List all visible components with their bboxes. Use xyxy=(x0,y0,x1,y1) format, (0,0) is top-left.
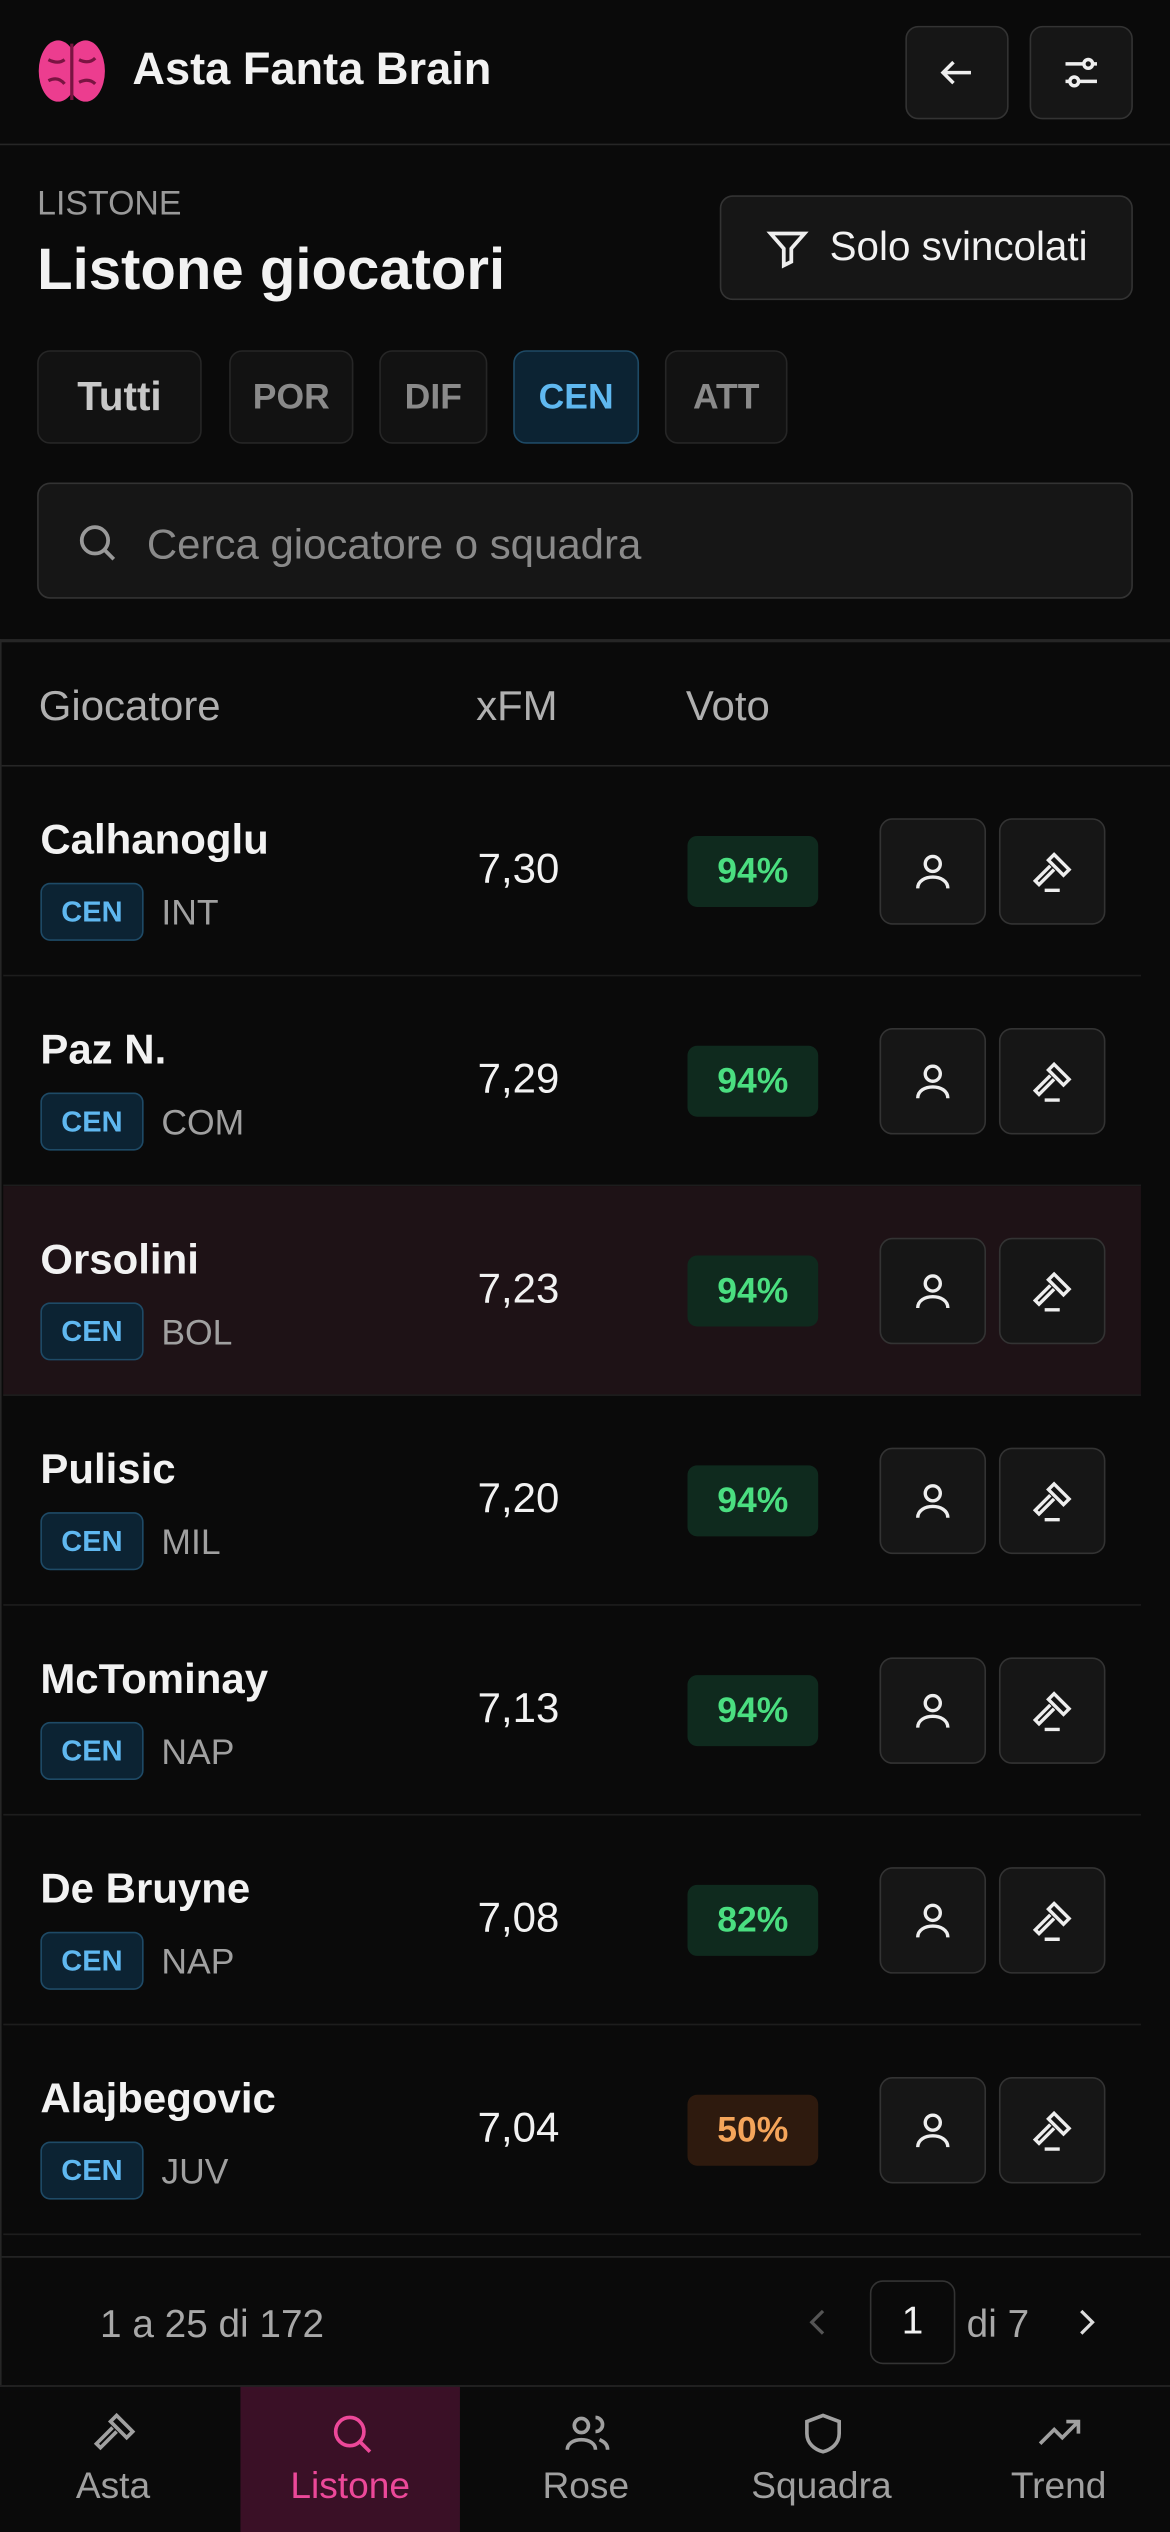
player-row: Alajbegovic CEN JUV 7,04 50% xyxy=(3,2025,1141,2236)
team: BOL xyxy=(161,1312,233,1353)
auction-button[interactable] xyxy=(998,1447,1106,1555)
prev-page[interactable] xyxy=(799,2303,838,2342)
role-badge: CEN xyxy=(40,2141,144,2200)
range-text: 1 a 25 di 172 xyxy=(100,2302,325,2347)
nav-item[interactable]: Rose xyxy=(476,2387,695,2532)
team: COM xyxy=(161,1102,245,1143)
player-row: De Bruyne CEN NAP 7,08 82% xyxy=(3,1816,1141,2026)
role-badge: CEN xyxy=(40,1931,144,1990)
nav-item[interactable]: Listone xyxy=(240,2386,460,2532)
player-name: Pulisic xyxy=(40,1444,176,1493)
player-button[interactable] xyxy=(879,1027,987,1135)
voto-badge: 94% xyxy=(687,835,819,907)
nav-label: Squadra xyxy=(751,2464,892,2507)
filter-tab[interactable]: CEN xyxy=(513,350,640,444)
nav-item[interactable]: Asta xyxy=(3,2387,222,2532)
player-button[interactable] xyxy=(879,1447,987,1555)
player-name: Calhanoglu xyxy=(40,814,269,864)
pagination: 1 a 25 di 172 1 di 7 xyxy=(1,2256,1170,2388)
player-button[interactable] xyxy=(879,1237,987,1345)
auction-button[interactable] xyxy=(998,1867,1106,1974)
player-button[interactable] xyxy=(879,818,987,925)
xfm: 7,20 xyxy=(477,1473,560,1522)
role-badge: CEN xyxy=(40,1302,144,1361)
player-row: Pulisic CEN MIL 7,20 94% xyxy=(3,1396,1141,1606)
xfm: 7,23 xyxy=(477,1263,560,1313)
settings-button[interactable] xyxy=(1029,25,1133,120)
auction-button[interactable] xyxy=(998,1237,1106,1345)
voto-badge: 94% xyxy=(687,1045,819,1117)
player-name: Orsolini xyxy=(40,1234,199,1283)
team: NAP xyxy=(161,1731,235,1772)
page-total: di 7 xyxy=(966,2302,1030,2347)
auction-button[interactable] xyxy=(998,1657,1106,1764)
player-row: McTominay CEN NAP 7,13 94% xyxy=(3,1606,1141,1816)
col-header: Giocatore xyxy=(38,681,221,730)
filter-button[interactable]: Solo svincolati xyxy=(719,195,1133,301)
player-button[interactable] xyxy=(879,1867,987,1974)
xfm: 7,04 xyxy=(477,2102,560,2152)
bottom-nav: Asta Listone Rose Squadra Trend xyxy=(0,2385,1170,2532)
nav-label: Asta xyxy=(75,2464,151,2507)
logo xyxy=(38,40,105,102)
voto-badge: 94% xyxy=(687,1255,819,1327)
team: JUV xyxy=(161,2151,229,2192)
app-title: Asta Fanta Brain xyxy=(132,43,492,94)
team: INT xyxy=(161,892,219,933)
nav-item[interactable]: Trend xyxy=(949,2387,1168,2532)
player-name: Paz N. xyxy=(40,1024,167,1074)
player-row: Calhanoglu CEN INT 7,30 94% xyxy=(3,767,1141,977)
col-header: Voto xyxy=(685,681,770,730)
xfm: 7,13 xyxy=(477,1683,560,1732)
nav-label: Trend xyxy=(1010,2464,1107,2507)
voto-badge: 82% xyxy=(687,1884,819,1956)
player-button[interactable] xyxy=(879,1657,987,1764)
xfm: 7,30 xyxy=(477,844,560,893)
player-name: Alajbegovic xyxy=(40,2073,276,2123)
xfm: 7,29 xyxy=(477,1053,560,1103)
filter-tab[interactable]: ATT xyxy=(664,350,788,444)
role-badge: CEN xyxy=(40,1721,144,1781)
next-page[interactable] xyxy=(1067,2303,1106,2342)
player-button[interactable] xyxy=(879,2076,987,2184)
back-button[interactable] xyxy=(905,25,1009,120)
search-box[interactable]: Cerca giocatore o squadra xyxy=(37,482,1133,599)
nav-label: Listone xyxy=(290,2464,411,2507)
filter-label: Solo svincolati xyxy=(829,224,1088,270)
player-row: Paz N. CEN COM 7,29 94% xyxy=(3,976,1141,1187)
voto-badge: 50% xyxy=(687,2094,819,2166)
player-name: De Bruyne xyxy=(40,1863,251,1913)
section-title: Listone giocatori xyxy=(37,235,506,302)
voto-badge: 94% xyxy=(687,1675,819,1747)
player-row: Orsolini CEN BOL 7,23 94% xyxy=(3,1186,1141,1396)
filter-tab[interactable]: POR xyxy=(229,350,354,444)
filter-tab[interactable]: Tutti xyxy=(37,350,202,444)
voto-badge: 94% xyxy=(687,1465,819,1537)
player-name: McTominay xyxy=(40,1654,269,1703)
section-label: LISTONE xyxy=(37,185,182,223)
auction-button[interactable] xyxy=(998,2076,1106,2184)
role-badge: CEN xyxy=(40,1512,144,1571)
team: MIL xyxy=(161,1521,221,1563)
col-header: xFM xyxy=(476,681,558,730)
xfm: 7,08 xyxy=(477,1892,560,1942)
role-badge: CEN xyxy=(40,882,144,941)
nav-item[interactable]: Squadra xyxy=(712,2387,931,2532)
filter-tab[interactable]: DIF xyxy=(379,350,488,444)
table: Giocatore xFM Voto Calhanoglu CEN INT 7,30 9… xyxy=(0,639,1170,2388)
role-badge: CEN xyxy=(40,1092,144,1151)
search-placeholder: Cerca giocatore o squadra xyxy=(146,519,642,569)
header: Asta Fanta Brain xyxy=(0,0,1170,146)
table-header: Giocatore xFM Voto xyxy=(1,642,1170,767)
auction-button[interactable] xyxy=(998,818,1106,925)
page-number[interactable]: 1 xyxy=(869,2280,956,2365)
auction-button[interactable] xyxy=(998,1027,1106,1135)
nav-label: Rose xyxy=(542,2464,630,2507)
team: NAP xyxy=(161,1941,235,1982)
